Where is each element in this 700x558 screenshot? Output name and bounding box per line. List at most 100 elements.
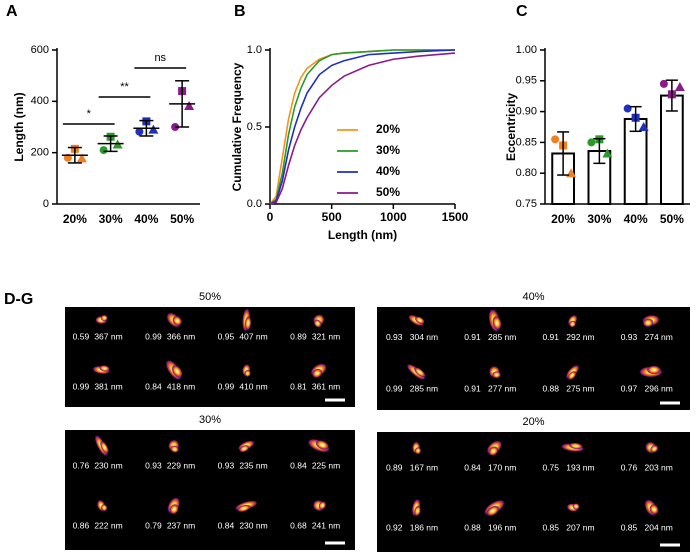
- length-label: 193 nm: [566, 462, 594, 472]
- y-tick-label: 0: [43, 198, 49, 210]
- eccentricity-label: 0.79: [145, 520, 162, 530]
- y-axis-title: Eccentricity: [504, 93, 518, 161]
- blob: [488, 446, 499, 456]
- length-label: 170 nm: [488, 462, 516, 472]
- eccentricity-label: 0.91: [464, 384, 481, 394]
- line: [269, 49, 456, 205]
- length-label: 366 nm: [167, 331, 195, 341]
- blob: [312, 368, 323, 378]
- y-axis-title: Cumulative Frequency: [230, 62, 244, 191]
- eccentricity-label: 0.86: [73, 520, 90, 530]
- legend-label: 40%: [376, 164, 400, 178]
- length-label: 235 nm: [239, 460, 267, 470]
- length-label: 230 nm: [94, 460, 122, 470]
- y-tick-label: 1.00: [516, 44, 537, 56]
- bar: [660, 94, 684, 205]
- blob: [313, 319, 322, 328]
- blob: [569, 320, 576, 328]
- eccentricity-label: 0.76: [73, 460, 90, 470]
- length-label: 196 nm: [488, 522, 516, 532]
- panel-label: C: [516, 3, 528, 20]
- eccentricity-label: 0.84: [145, 381, 162, 391]
- data-point: [602, 148, 613, 158]
- data-point: [638, 122, 649, 131]
- length-label: 229 nm: [167, 460, 195, 470]
- eccentricity-label: 0.91: [542, 332, 559, 342]
- y-tick-label: 0.85: [516, 136, 537, 148]
- eccentricity-label: 0.84: [290, 460, 307, 470]
- eccentricity-label: 0.93: [145, 460, 162, 470]
- x-tick-label: 30%: [99, 212, 123, 226]
- significance-label: *: [87, 108, 92, 120]
- eccentricity-label: 0.76: [621, 462, 638, 472]
- length-label: 361 nm: [312, 381, 340, 391]
- legend-label: 30%: [376, 143, 400, 157]
- y-tick-label: 0.80: [516, 167, 537, 179]
- blob: [646, 365, 662, 375]
- blob: [414, 447, 422, 455]
- data-point: [99, 146, 108, 155]
- panel-label: D-G: [4, 291, 33, 308]
- length-label: 418 nm: [167, 381, 195, 391]
- blob: [100, 504, 108, 512]
- eccentricity-label: 0.93: [386, 332, 403, 342]
- length-label: 225 nm: [312, 460, 340, 470]
- length-label: 296 nm: [645, 384, 673, 394]
- blob: [169, 503, 179, 515]
- panel-title: 20%: [522, 416, 544, 428]
- x-axis-title: Length (nm): [328, 228, 397, 242]
- eccentricity-label: 0.68: [290, 520, 307, 530]
- eccentricity-label: 0.95: [218, 331, 235, 341]
- eccentricity-label: 0.88: [542, 384, 559, 394]
- blob: [171, 364, 183, 378]
- blob: [572, 503, 580, 510]
- y-tick-label: 0.0: [247, 198, 262, 210]
- panel-title: 30%: [199, 414, 221, 426]
- data-point: [148, 124, 159, 134]
- eccentricity-label: 0.99: [145, 331, 162, 341]
- data-point: [659, 79, 668, 88]
- length-label: 410 nm: [239, 381, 267, 391]
- eccentricity-label: 0.93: [218, 460, 235, 470]
- eccentricity-label: 0.92: [386, 522, 403, 532]
- blob: [236, 504, 251, 513]
- y-tick-label: 600: [31, 44, 49, 56]
- length-label: 203 nm: [645, 462, 673, 472]
- eccentricity-label: 0.99: [386, 384, 403, 394]
- x-tick-label: 40%: [134, 212, 158, 226]
- x-tick-label: 50%: [170, 212, 194, 226]
- data-point: [551, 135, 560, 144]
- eccentricity-label: 0.97: [621, 384, 638, 394]
- eccentricity-label: 0.99: [218, 381, 235, 391]
- panel-label: B: [234, 3, 246, 20]
- y-tick-label: 1.0: [247, 44, 262, 56]
- length-label: 167 nm: [410, 462, 438, 472]
- eccentricity-label: 0.84: [218, 520, 235, 530]
- y-tick-label: 400: [31, 95, 49, 107]
- data-point: [184, 100, 195, 110]
- blob: [413, 367, 426, 378]
- length-label: 277 nm: [488, 384, 516, 394]
- eccentricity-label: 0.75: [542, 462, 559, 472]
- legend-label: 20%: [376, 122, 400, 136]
- eccentricity-label: 0.99: [73, 381, 90, 391]
- blob: [315, 439, 330, 450]
- significance-label: ns: [154, 52, 166, 64]
- length-label: 237 nm: [167, 520, 195, 530]
- length-label: 204 nm: [645, 522, 673, 532]
- blob: [170, 445, 179, 453]
- length-label: 367 nm: [94, 331, 122, 341]
- length-label: 241 nm: [312, 520, 340, 530]
- blob: [414, 316, 425, 325]
- eccentricity-label: 0.85: [621, 522, 638, 532]
- length-label: 186 nm: [410, 522, 438, 532]
- eccentricity-label: 0.93: [621, 332, 638, 342]
- blob: [100, 440, 109, 454]
- image-panel: [65, 430, 355, 550]
- y-tick-label: 0.75: [516, 198, 537, 210]
- image-panel: [377, 307, 690, 410]
- blob: [244, 369, 251, 377]
- x-tick-label: 20%: [63, 212, 87, 226]
- significance-label: **: [120, 81, 129, 93]
